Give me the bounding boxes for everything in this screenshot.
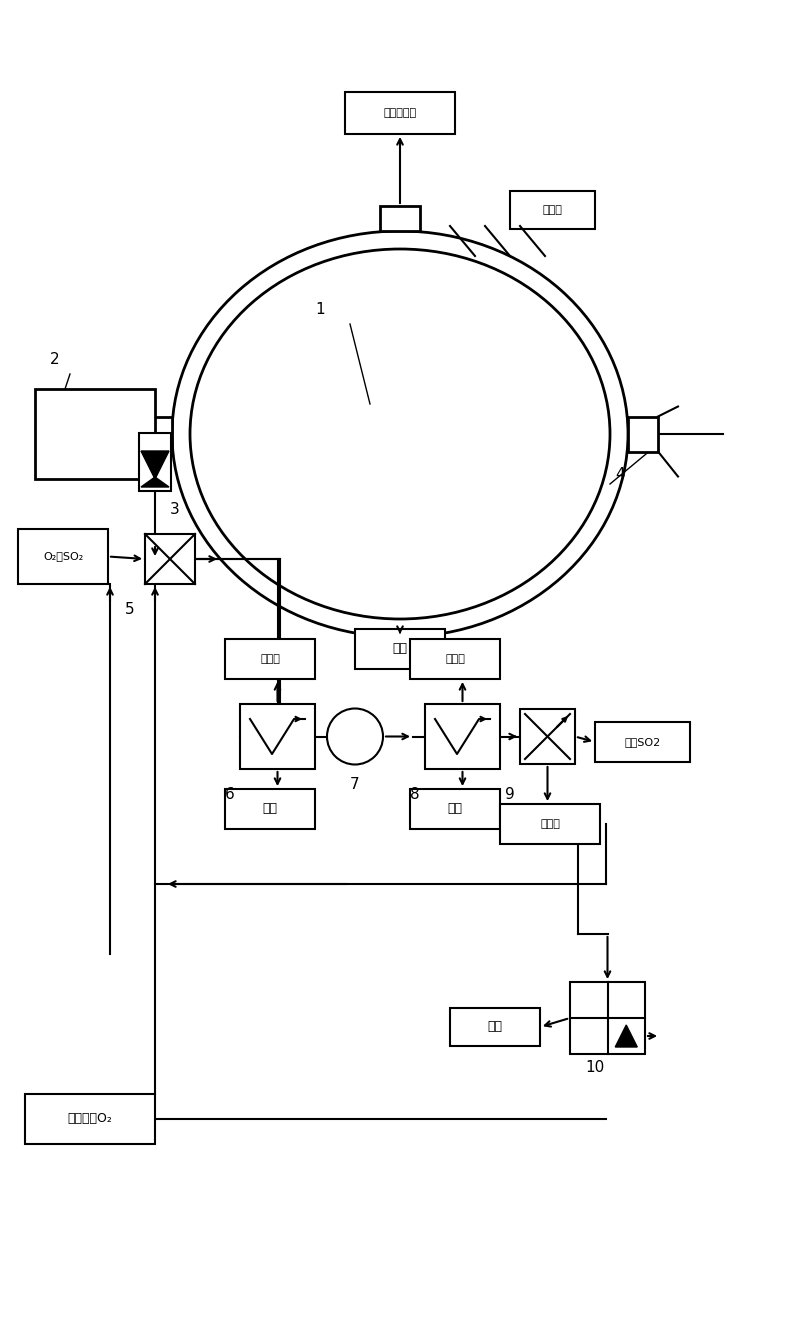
- Text: 8: 8: [410, 787, 420, 802]
- Text: （钐瓶）O₂: （钐瓶）O₂: [67, 1113, 113, 1126]
- Bar: [345, 92, 455, 133]
- Text: 3: 3: [170, 502, 180, 518]
- Bar: [139, 434, 171, 491]
- Bar: [145, 534, 195, 584]
- Text: 4: 4: [615, 467, 625, 482]
- Bar: [380, 638, 420, 662]
- Text: 5: 5: [125, 602, 135, 618]
- Ellipse shape: [190, 249, 610, 619]
- Text: 空冷: 空冷: [393, 643, 407, 655]
- Circle shape: [327, 708, 383, 764]
- Text: 外排: 外排: [487, 1021, 502, 1034]
- Bar: [510, 191, 595, 229]
- Bar: [18, 530, 108, 584]
- Bar: [520, 708, 575, 764]
- Text: 液态SO2: 液态SO2: [624, 736, 661, 747]
- Text: 电加热: 电加热: [542, 205, 562, 215]
- Text: 2: 2: [50, 352, 60, 367]
- Polygon shape: [141, 478, 169, 487]
- Bar: [628, 416, 658, 451]
- Bar: [225, 639, 315, 679]
- Text: 6: 6: [225, 787, 235, 802]
- Text: 7: 7: [350, 776, 360, 792]
- Bar: [410, 639, 500, 679]
- Bar: [570, 982, 645, 1054]
- Bar: [240, 704, 315, 768]
- Polygon shape: [141, 451, 169, 479]
- Text: 1: 1: [315, 301, 325, 317]
- Text: 水冷: 水冷: [262, 803, 278, 815]
- Bar: [25, 1094, 155, 1145]
- Bar: [225, 788, 315, 828]
- Bar: [425, 704, 500, 768]
- Bar: [595, 722, 690, 762]
- Bar: [410, 788, 500, 828]
- Bar: [500, 804, 600, 844]
- Bar: [450, 1009, 540, 1046]
- Bar: [355, 630, 445, 668]
- Text: 9: 9: [505, 787, 515, 802]
- Bar: [35, 390, 155, 479]
- Text: 废热水: 废热水: [445, 654, 465, 664]
- Ellipse shape: [172, 231, 628, 638]
- Text: 水冷: 水冷: [447, 803, 462, 815]
- Bar: [142, 416, 172, 451]
- Text: 不凝气: 不凝气: [540, 819, 560, 828]
- Text: 废热水: 废热水: [260, 654, 280, 664]
- Text: O₂、SO₂: O₂、SO₂: [43, 551, 83, 562]
- Polygon shape: [615, 1025, 638, 1047]
- Bar: [380, 205, 420, 231]
- Text: 热空气排放: 热空气排放: [383, 108, 417, 117]
- Text: 10: 10: [586, 1061, 605, 1075]
